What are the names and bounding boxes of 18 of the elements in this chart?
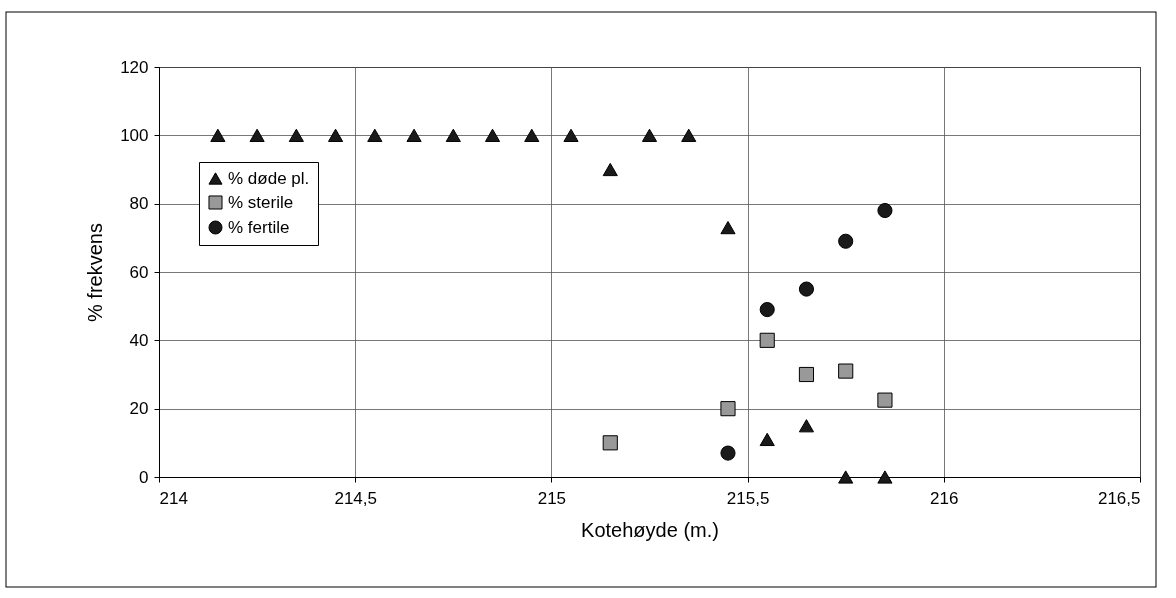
y-tick-label: 20 [129, 399, 149, 419]
legend-label: % sterile [228, 192, 294, 212]
legend-label: % fertile [228, 217, 290, 237]
x-tick-label: 215 [537, 488, 567, 508]
y-tick-label: 60 [129, 262, 149, 282]
legend-label: % døde pl. [228, 168, 310, 188]
y-tick-label: 80 [129, 194, 149, 214]
x-tick-label: 214 [159, 488, 188, 508]
x-tick-label: 215,5 [726, 488, 770, 508]
y-axis-title: % frekvens [84, 223, 107, 322]
x-axis-title: Kotehøyde (m.) [581, 518, 719, 541]
y-tick-label: 120 [120, 57, 149, 77]
y-tick-label: 100 [120, 125, 149, 145]
y-tick-label: 0 [139, 467, 149, 487]
y-tick-label: 40 [129, 330, 149, 350]
x-tick-label: 216 [930, 488, 959, 508]
x-tick-label: 214,5 [334, 488, 377, 508]
x-tick-label: 216,5 [1097, 488, 1141, 508]
